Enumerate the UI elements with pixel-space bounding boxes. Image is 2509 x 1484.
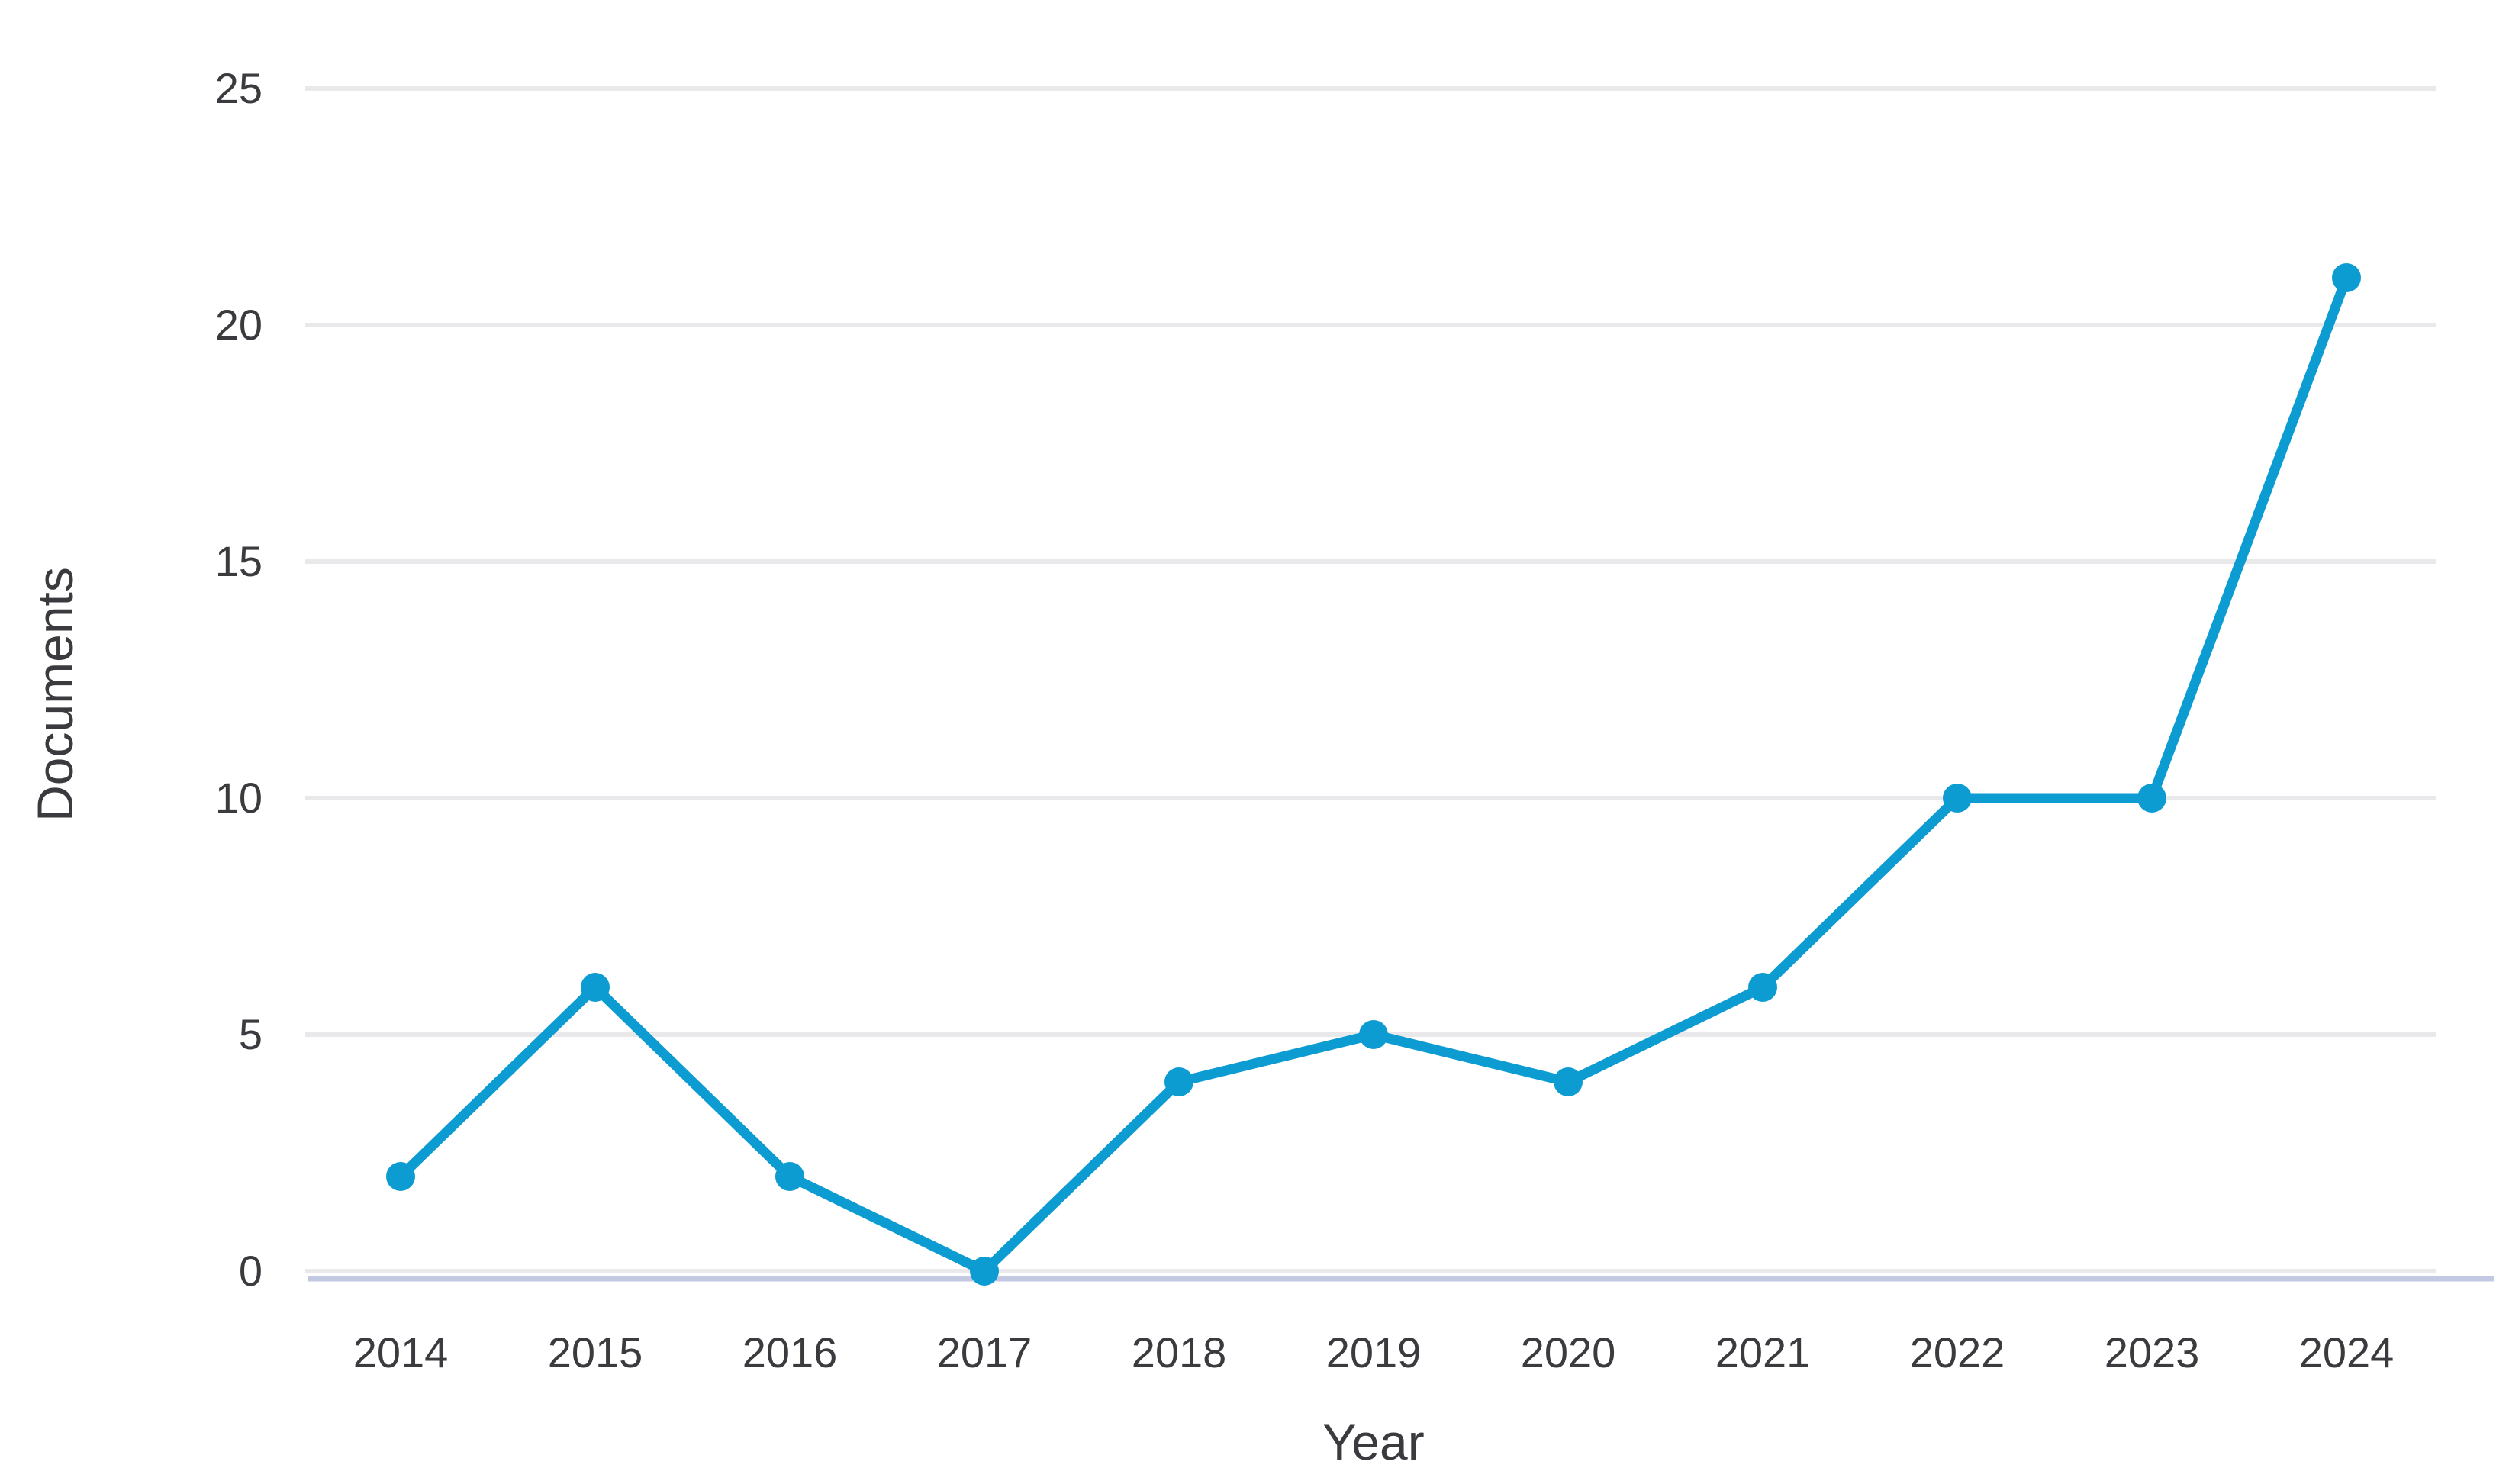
y-axis-tick-labels: 0 5 10 15 20 25 (215, 64, 262, 1295)
data-point-2016[interactable] (775, 1162, 804, 1191)
data-point-2018[interactable] (1164, 1067, 1193, 1096)
data-point-2019[interactable] (1359, 1020, 1388, 1049)
y-axis-title: Documents (27, 567, 83, 822)
x-axis-tick-labels: 2014 2015 2016 2017 2018 2019 2020 2021 2022 2023… (353, 1328, 2395, 1376)
y-tick-label-20: 20 (215, 301, 262, 349)
gridlines (305, 86, 2494, 1282)
data-point-2023[interactable] (2137, 784, 2166, 813)
documents-trend-line (395, 272, 2352, 1276)
data-point-2017[interactable] (970, 1257, 999, 1286)
data-point-2021[interactable] (1748, 973, 1777, 1002)
x-tick-label-2020: 2020 (1521, 1328, 1616, 1376)
data-point-2024[interactable] (2332, 263, 2361, 292)
data-point-2014[interactable] (386, 1162, 415, 1191)
x-tick-label-2023: 2023 (2105, 1328, 2200, 1376)
x-tick-label-2024: 2024 (2299, 1328, 2395, 1376)
data-point-2015[interactable] (581, 973, 610, 1002)
y-tick-label-0: 0 (239, 1247, 262, 1295)
y-tick-label-25: 25 (215, 64, 262, 112)
x-tick-label-2021: 2021 (1715, 1328, 1811, 1376)
x-tick-label-2014: 2014 (353, 1328, 449, 1376)
x-tick-label-2018: 2018 (1132, 1328, 1227, 1376)
y-tick-label-10: 10 (215, 774, 262, 822)
data-point-2022[interactable] (1943, 784, 1972, 813)
x-tick-label-2016: 2016 (742, 1328, 838, 1376)
x-tick-label-2015: 2015 (548, 1328, 643, 1376)
x-tick-label-2022: 2022 (1910, 1328, 2005, 1376)
data-point-2020[interactable] (1554, 1067, 1583, 1096)
x-tick-label-2019: 2019 (1326, 1328, 1422, 1376)
data-series-documents (386, 263, 2361, 1286)
x-tick-label-2017: 2017 (937, 1328, 1032, 1376)
y-tick-label-15: 15 (215, 537, 262, 585)
y-tick-label-5: 5 (239, 1010, 262, 1058)
x-axis-title: Year (1322, 1414, 1424, 1470)
